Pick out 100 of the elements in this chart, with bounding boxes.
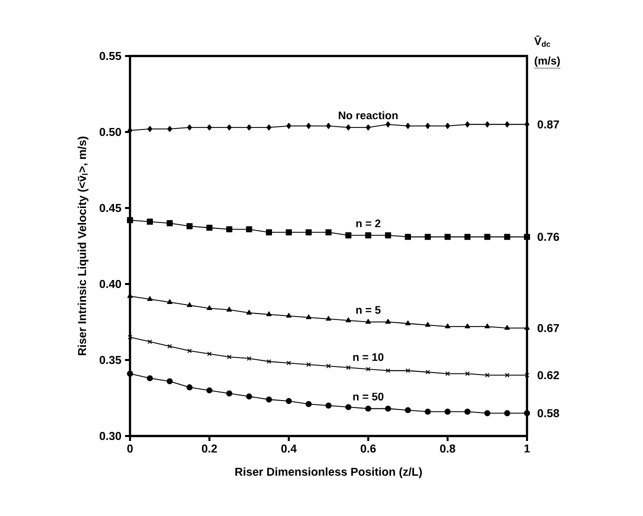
point [286, 312, 292, 318]
point [385, 232, 392, 238]
point [504, 410, 510, 416]
point [346, 317, 352, 322]
point [345, 232, 352, 238]
point [306, 362, 311, 367]
point [246, 356, 252, 361]
point [346, 124, 351, 130]
point [187, 348, 192, 354]
text: 0.87 [538, 120, 559, 128]
x-tick-label: 0.8 [440, 444, 456, 453]
point [187, 124, 192, 130]
point [246, 124, 252, 130]
point [325, 229, 332, 236]
point [424, 234, 431, 240]
point [126, 370, 134, 377]
text: 0.76 [538, 232, 560, 241]
point [485, 372, 490, 378]
y-tick-label: 0.40 [100, 280, 122, 288]
point [226, 226, 232, 232]
point [207, 352, 212, 356]
point [444, 408, 451, 415]
point [484, 410, 490, 416]
point [365, 406, 372, 412]
point [386, 368, 390, 373]
point [445, 371, 450, 376]
point [286, 398, 292, 404]
point [425, 322, 430, 327]
point [366, 366, 370, 372]
point [306, 122, 312, 129]
point [266, 311, 272, 316]
point [484, 234, 490, 240]
point [147, 296, 153, 301]
y-axis-title: Riser Intrinsic Liquid Velocity (<ṽ$_{l}$>, m/s) [78, 136, 88, 356]
point [186, 302, 192, 308]
point [444, 234, 451, 240]
point [504, 325, 510, 330]
point [346, 365, 351, 370]
point [286, 122, 292, 129]
point [326, 364, 331, 368]
point [345, 404, 352, 410]
series-label: n = 5 [356, 306, 381, 314]
point [146, 375, 153, 382]
point [484, 121, 490, 128]
point [326, 316, 332, 321]
point [464, 408, 470, 415]
point [326, 122, 331, 129]
point [306, 401, 312, 408]
point [246, 393, 252, 400]
point [166, 220, 173, 226]
y-tick-label: 0.30 [100, 432, 122, 440]
point [465, 121, 470, 128]
point [226, 306, 232, 312]
x-tick-label: 0.6 [360, 444, 376, 453]
point [167, 126, 172, 132]
text: 0.67 [538, 324, 559, 332]
point [386, 121, 390, 128]
y-tick-label: 0.50 [100, 128, 122, 136]
text: (m/s) [534, 56, 560, 67]
point [524, 410, 530, 416]
point [126, 217, 134, 224]
point [266, 124, 272, 130]
point [366, 124, 371, 130]
point [464, 324, 470, 328]
point [206, 224, 212, 231]
point [207, 124, 212, 130]
point [444, 324, 450, 328]
y-tick-label: 0.55 [100, 52, 122, 60]
point [167, 299, 172, 304]
point [286, 229, 292, 236]
y-tick-label: 0.45 [100, 204, 122, 212]
point [167, 344, 172, 349]
point [226, 124, 232, 130]
point [504, 372, 510, 378]
series-label: n = 50 [353, 392, 384, 400]
point [186, 223, 193, 230]
point [504, 121, 510, 128]
point [147, 126, 152, 132]
point [146, 218, 153, 225]
text: 0.58 [538, 409, 560, 418]
series-label: n = 10 [353, 353, 384, 361]
point [445, 122, 450, 129]
point [266, 229, 272, 236]
point [206, 305, 212, 310]
point [404, 234, 411, 240]
point [166, 378, 173, 384]
point [465, 371, 470, 376]
x-tick-label: 0.4 [281, 444, 297, 453]
x-tick-label: 0.2 [202, 444, 217, 453]
point [504, 234, 510, 240]
y-tick-label: 0.35 [100, 356, 122, 364]
point [385, 318, 391, 324]
point [186, 384, 193, 390]
point [366, 318, 371, 324]
point [405, 320, 411, 326]
text: V̄$_{dc}$ [534, 36, 550, 47]
point [266, 359, 272, 364]
point [464, 234, 470, 240]
point [246, 226, 252, 232]
point [404, 407, 411, 414]
